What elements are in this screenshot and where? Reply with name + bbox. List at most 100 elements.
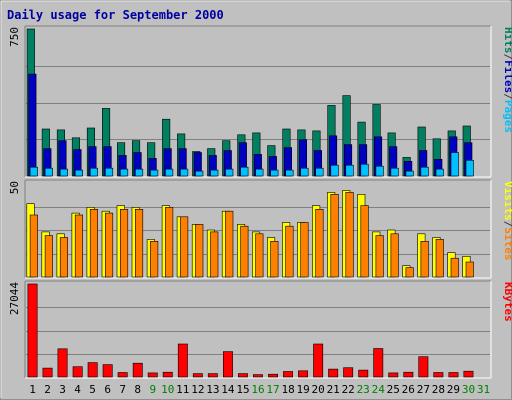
bar-pages-day-19	[300, 167, 309, 177]
legend-entry: /	[502, 93, 512, 100]
bar-kbytes-day-11	[177, 343, 188, 378]
plot-area	[25, 281, 491, 378]
bar-kbytes-day-30	[463, 370, 474, 378]
x-tick-label: 21	[327, 383, 340, 396]
bar-pages-day-13	[210, 169, 219, 177]
x-tick-label: 22	[342, 383, 355, 396]
bar-pages-day-12	[195, 170, 204, 177]
bar-pages-day-7	[120, 168, 129, 177]
bar-pages-day-3	[59, 168, 69, 177]
bar-pages-day-2	[44, 167, 53, 177]
legend: KBytes	[502, 282, 512, 322]
x-tick-label: 2	[44, 383, 51, 396]
x-tick-label: 12	[191, 383, 204, 396]
chart-panels: 750Hits/Files/Pages50Visits/Sites27044KB…	[8, 25, 512, 379]
bar-kbytes-day-19	[298, 370, 308, 378]
bar-sites-day-2	[44, 235, 53, 278]
x-tick-label: 31	[477, 383, 490, 396]
x-tick-label: 3	[59, 383, 66, 396]
bar-sites-day-5	[89, 209, 98, 278]
bar-sites-day-17	[270, 241, 279, 278]
bar-sites-day-16	[255, 233, 264, 278]
y-max-label: 750	[8, 27, 21, 47]
legend-entry: KBytes	[502, 282, 512, 322]
bar-pages-day-5	[89, 167, 98, 177]
bar-pages-day-8	[135, 168, 144, 177]
bar-sites-day-26	[405, 267, 414, 278]
bar-kbytes-day-29	[448, 372, 459, 378]
bar-pages-day-16	[255, 168, 264, 177]
bar-pages-day-30	[465, 160, 474, 177]
x-tick-label: 19	[296, 383, 309, 396]
x-tick-label: 8	[134, 383, 141, 396]
bar-sites-day-8	[135, 209, 144, 278]
bar-pages-day-23	[360, 163, 369, 177]
bar-pages-day-17	[270, 169, 279, 177]
bar-pages-day-14	[225, 168, 234, 177]
bar-sites-day-29	[450, 257, 459, 278]
bar-sites-day-25	[390, 233, 399, 278]
bar-sites-day-13	[210, 231, 219, 278]
legend-entry: /	[502, 54, 512, 61]
bar-kbytes-day-17	[268, 373, 278, 378]
x-tick-label: 6	[104, 383, 111, 396]
bar-pages-day-29	[450, 152, 459, 177]
bar-pages-day-28	[435, 168, 444, 177]
bar-pages-day-15	[240, 166, 249, 177]
x-axis-labels: 1 2 3 4 5 6 7 8 9 10 11 12 13 14 15 16 17 18 19 20 21 22 23 24 2…	[29, 383, 490, 396]
bar-sites-day-6	[105, 212, 114, 278]
legend-entry: Visits	[502, 181, 512, 221]
x-tick-label: 16	[251, 383, 264, 396]
bar-sites-day-18	[285, 225, 294, 278]
bar-pages-day-18	[285, 169, 294, 177]
bar-sites-day-15	[240, 225, 249, 278]
bar-sites-day-30	[465, 261, 474, 278]
chart-title: Daily usage for September 2000	[7, 8, 224, 22]
bar-sites-day-20	[315, 209, 324, 278]
x-tick-label: 18	[281, 383, 294, 396]
x-tick-label: 26	[402, 383, 415, 396]
x-tick-label: 28	[432, 383, 445, 396]
bar-pages-day-4	[74, 169, 83, 177]
bar-files-day-1	[28, 73, 37, 177]
bar-sites-day-10	[165, 207, 174, 278]
bar-pages-day-24	[375, 165, 384, 177]
bar-sites-day-24	[375, 235, 384, 278]
bar-sites-day-7	[120, 209, 129, 278]
x-tick-label: 30	[462, 383, 475, 396]
bar-kbytes-day-25	[388, 372, 399, 378]
bar-kbytes-day-8	[132, 362, 143, 378]
x-tick-label: 27	[417, 383, 430, 396]
bar-kbytes-day-28	[433, 372, 444, 378]
bar-kbytes-day-21	[328, 368, 339, 378]
bar-kbytes-day-6	[102, 364, 113, 378]
panel-hits-files-pages: 750 Hits/Files/Pages	[8, 25, 512, 178]
x-tick-label: 1	[29, 383, 36, 396]
bar-sites-day-3	[59, 237, 69, 278]
bar-sites-day-27	[420, 241, 429, 278]
bar-sites-day-11	[180, 216, 189, 278]
x-tick-label: 23	[357, 383, 370, 396]
bar-pages-day-9	[150, 169, 159, 177]
x-tick-label: 17	[266, 383, 279, 396]
bar-kbytes-day-14	[223, 351, 233, 378]
bar-sites-day-22	[345, 192, 354, 278]
bar-sites-day-14	[225, 210, 234, 278]
bar-sites-day-9	[150, 241, 159, 278]
x-tick-label: 14	[221, 383, 235, 396]
bar-kbytes-day-2	[42, 367, 53, 378]
legend-entry: Files	[502, 60, 512, 93]
bar-pages-day-6	[105, 167, 114, 177]
bar-kbytes-day-27	[418, 356, 429, 378]
bar-sites-day-19	[300, 222, 309, 278]
bar-kbytes-day-20	[313, 343, 324, 378]
bar-pages-day-1	[29, 166, 38, 177]
panel-visits-sites: 50 Visits/Sites	[8, 179, 512, 279]
x-tick-label: 11	[176, 383, 189, 396]
bar-pages-day-26	[405, 170, 414, 177]
legend: Hits/Files/Pages	[502, 27, 512, 133]
bar-kbytes-day-12	[192, 373, 203, 378]
bar-kbytes-day-5	[87, 362, 98, 378]
bar-kbytes-day-13	[207, 373, 218, 378]
